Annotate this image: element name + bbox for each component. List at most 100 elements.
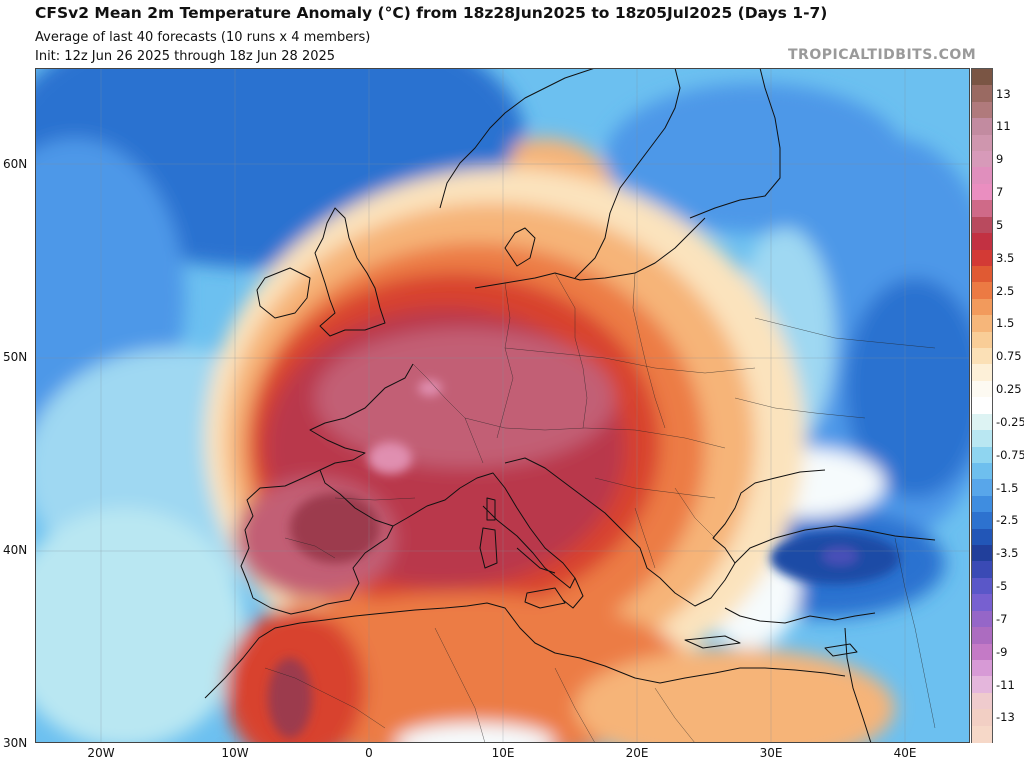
core-central-pink — [418, 380, 442, 396]
colorbar-tick-label: 13 — [996, 86, 1011, 101]
colorbar-segment — [972, 298, 992, 316]
coast-cyprus — [824, 643, 858, 657]
graticule — [35, 68, 970, 743]
lat-label-30n: 30N — [3, 736, 28, 750]
colorbar-segment — [972, 200, 992, 218]
colorbar-segment — [972, 561, 992, 579]
colorbar-segment — [972, 265, 992, 283]
lon-label-0: 0 — [365, 746, 373, 760]
coast-balkans — [504, 457, 826, 607]
map-frame — [35, 68, 970, 743]
colorbar-segment — [972, 462, 992, 480]
colorbar-tick-label: -7 — [996, 611, 1008, 626]
coast-italy — [459, 472, 584, 609]
field-east-deep — [845, 278, 970, 498]
colorbar-segment — [972, 380, 992, 398]
coastlines — [204, 68, 936, 743]
colorbar-tick-label: 0.75 — [996, 349, 1022, 364]
colorbar-tick-label: 9 — [996, 152, 1004, 167]
lon-label-40e: 40E — [893, 746, 917, 760]
colorbar-segment — [972, 725, 992, 743]
colorbar-segment — [972, 118, 992, 136]
core-morocco — [268, 658, 312, 738]
colorbar-tick-label: 0.25 — [996, 382, 1022, 397]
colorbar-segment — [972, 233, 992, 251]
lon-label-30e: 30E — [759, 746, 783, 760]
colorbar-segment — [972, 643, 992, 661]
colorbar-tick-label: -9 — [996, 644, 1008, 659]
colorbar-segment — [972, 430, 992, 448]
coast-baltic-south — [474, 217, 706, 289]
colorbar-segment — [972, 348, 992, 366]
brand-watermark: TROPICALTIDBITS.COM — [788, 47, 977, 63]
colorbar-segment — [972, 479, 992, 497]
colorbar — [971, 68, 993, 743]
colorbar-segment — [972, 183, 992, 201]
lon-label-10w: 10W — [221, 746, 249, 760]
coast-sicily — [524, 587, 566, 609]
colorbar-segment — [972, 413, 992, 431]
colorbar-tick-label: -0.25 — [996, 414, 1024, 429]
colorbar-segment — [972, 134, 992, 152]
colorbar-segment — [972, 446, 992, 464]
colorbar-segment — [972, 397, 992, 415]
colorbar-segment — [972, 495, 992, 513]
colorbar-tick-label: -5 — [996, 579, 1008, 594]
colorbar-tick-label: -13 — [996, 710, 1015, 725]
core-turkey-purple — [822, 547, 858, 565]
chart-title: CFSv2 Mean 2m Temperature Anomaly (°C) f… — [35, 4, 828, 22]
colorbar-tick-label: 7 — [996, 185, 1004, 200]
coast-finland — [689, 68, 781, 219]
colorbar-segment — [972, 659, 992, 677]
anomaly-cores — [268, 380, 900, 738]
core-france-pink — [368, 442, 412, 474]
field-central-mauve — [315, 328, 615, 468]
colorbar-segment — [972, 282, 992, 300]
coast-iberia — [240, 469, 394, 615]
colorbar-segment — [972, 364, 992, 382]
init-text: Init: 12z Jun 26 2025 through 18z Jun 28… — [35, 49, 336, 64]
lon-label-20w: 20W — [87, 746, 115, 760]
field-sw-light — [35, 508, 245, 743]
lon-label-20e: 20E — [625, 746, 649, 760]
colorbar-tick-label: -1.5 — [996, 480, 1019, 495]
colorbar-segment — [972, 216, 992, 234]
coast-ireland — [256, 267, 311, 319]
colorbar-tick-label: -3.5 — [996, 546, 1019, 561]
colorbar-segment — [972, 512, 992, 530]
colorbar-segment — [972, 167, 992, 185]
colorbar-segment — [972, 69, 992, 86]
coast-corsica — [486, 497, 496, 521]
coast-denmark — [504, 227, 536, 267]
lon-label-10e: 10E — [491, 746, 515, 760]
coast-turkey — [724, 525, 936, 624]
colorbar-segment — [972, 692, 992, 710]
field-sahara-white — [395, 723, 555, 743]
colorbar-segment — [972, 151, 992, 169]
colorbar-segment — [972, 577, 992, 595]
field-norway-blue — [395, 83, 515, 193]
colorbar-segment — [972, 249, 992, 267]
colorbar-segment — [972, 627, 992, 645]
colorbar-tick-label: -11 — [996, 677, 1015, 692]
chart-subtitle: Average of last 40 forecasts (10 runs x … — [35, 30, 371, 45]
colorbar-segment — [972, 610, 992, 628]
borders — [264, 272, 936, 743]
colorbar-tick-label: -2.5 — [996, 513, 1019, 528]
lat-label-40n: 40N — [3, 543, 28, 557]
colorbar-tick-label: 5 — [996, 217, 1004, 232]
colorbar-segment — [972, 594, 992, 612]
colorbar-segment — [972, 676, 992, 694]
lat-label-60n: 60N — [3, 157, 28, 171]
coast-crete — [684, 635, 741, 649]
colorbar-tick-label: 2.5 — [996, 283, 1015, 298]
colorbar-segment — [972, 528, 992, 546]
coast-sweden — [574, 68, 681, 279]
colorbar-segment — [972, 545, 992, 563]
coast-levant — [844, 627, 872, 743]
colorbar-segment — [972, 315, 992, 333]
colorbar-segment — [972, 85, 992, 103]
coast-north-africa — [204, 602, 846, 699]
coast-norway — [439, 68, 596, 209]
coast-uk — [314, 207, 386, 337]
